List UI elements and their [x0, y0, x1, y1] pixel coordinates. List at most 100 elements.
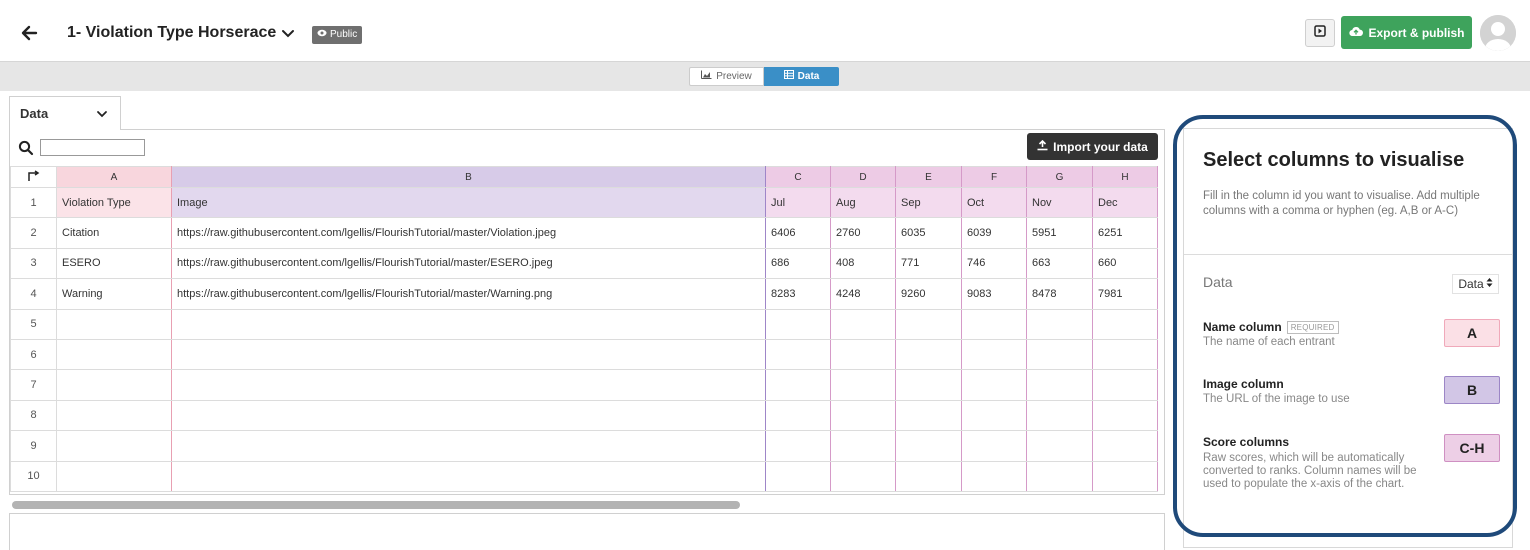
row-number[interactable]: 3 [10, 247, 57, 280]
column-name-cell[interactable]: Aug [830, 186, 896, 219]
table-cell[interactable] [1026, 430, 1093, 462]
row-number[interactable]: 4 [10, 278, 57, 310]
column-name-cell[interactable]: Image [171, 186, 766, 219]
table-cell[interactable]: 6035 [895, 217, 962, 249]
name-column-input[interactable]: A [1444, 319, 1500, 347]
table-cell[interactable]: 6406 [765, 217, 831, 249]
avatar[interactable] [1480, 15, 1516, 51]
table-cell[interactable] [1092, 460, 1158, 492]
chevron-down-icon[interactable] [96, 108, 108, 120]
column-letter-e[interactable]: E [895, 166, 962, 188]
table-cell[interactable] [1026, 399, 1093, 432]
table-cell[interactable] [895, 308, 962, 340]
table-cell[interactable] [895, 399, 962, 432]
table-cell[interactable] [56, 338, 172, 371]
table-cell[interactable]: 8283 [765, 278, 831, 310]
table-cell[interactable]: 9260 [895, 278, 962, 310]
table-cell[interactable]: 4248 [830, 278, 896, 310]
table-cell[interactable] [171, 399, 766, 432]
column-letter-c[interactable]: C [765, 166, 831, 188]
table-cell[interactable]: https://raw.githubusercontent.com/lgelli… [171, 278, 766, 310]
column-name-cell[interactable]: Dec [1092, 186, 1158, 219]
table-cell[interactable]: 6039 [961, 217, 1027, 249]
table-cell[interactable] [1092, 430, 1158, 462]
search-input[interactable] [40, 139, 145, 156]
table-cell[interactable] [171, 338, 766, 371]
table-cell[interactable] [895, 369, 962, 401]
table-cell[interactable] [56, 369, 172, 401]
row-number[interactable]: 5 [10, 308, 57, 340]
table-cell[interactable] [56, 308, 172, 340]
table-cell[interactable] [895, 338, 962, 371]
table-cell[interactable]: 7981 [1092, 278, 1158, 310]
horizontal-scrollbar[interactable] [10, 499, 1164, 511]
table-cell[interactable] [171, 430, 766, 462]
table-cell[interactable] [171, 308, 766, 340]
table-cell[interactable] [765, 369, 831, 401]
table-cell[interactable] [765, 430, 831, 462]
column-letter-b[interactable]: B [171, 166, 766, 188]
table-cell[interactable]: Citation [56, 217, 172, 249]
table-cell[interactable]: 5951 [1026, 217, 1093, 249]
column-name-cell[interactable]: Sep [895, 186, 962, 219]
table-cell[interactable]: https://raw.githubusercontent.com/lgelli… [171, 217, 766, 249]
row-number[interactable]: 8 [10, 399, 57, 432]
export-publish-button[interactable]: Export & publish [1341, 16, 1472, 49]
sheet-select[interactable]: Data [1452, 274, 1499, 294]
table-cell[interactable] [895, 430, 962, 462]
image-column-input[interactable]: B [1444, 376, 1500, 404]
table-cell[interactable]: 9083 [961, 278, 1027, 310]
column-name-cell[interactable]: Oct [961, 186, 1027, 219]
table-cell[interactable] [765, 338, 831, 371]
table-cell[interactable] [765, 308, 831, 340]
column-letter-h[interactable]: H [1092, 166, 1158, 188]
table-cell[interactable] [1092, 338, 1158, 371]
table-cell[interactable] [56, 430, 172, 462]
table-cell[interactable]: 408 [830, 247, 896, 280]
table-cell[interactable]: 746 [961, 247, 1027, 280]
column-name-cell[interactable]: Jul [765, 186, 831, 219]
presentation-mode-button[interactable] [1305, 19, 1335, 47]
table-cell[interactable]: 771 [895, 247, 962, 280]
column-letter-a[interactable]: A [56, 166, 172, 188]
column-letter-d[interactable]: D [830, 166, 896, 188]
table-cell[interactable] [830, 430, 896, 462]
table-cell[interactable]: 663 [1026, 247, 1093, 280]
table-cell[interactable] [830, 308, 896, 340]
table-cell[interactable]: 2760 [830, 217, 896, 249]
table-cell[interactable] [1026, 308, 1093, 340]
row-number[interactable]: 10 [10, 460, 57, 492]
table-cell[interactable]: https://raw.githubusercontent.com/lgelli… [171, 247, 766, 280]
table-cell[interactable] [961, 369, 1027, 401]
table-cell[interactable]: 6251 [1092, 217, 1158, 249]
table-cell[interactable] [1092, 369, 1158, 401]
table-cell[interactable]: 660 [1092, 247, 1158, 280]
row-number[interactable]: 7 [10, 369, 57, 401]
table-cell[interactable] [1026, 369, 1093, 401]
table-cell[interactable] [171, 369, 766, 401]
column-letter-g[interactable]: G [1026, 166, 1093, 188]
table-cell[interactable] [961, 430, 1027, 462]
table-cell[interactable] [765, 460, 831, 492]
table-cell[interactable] [961, 338, 1027, 371]
column-name-cell[interactable]: Violation Type [56, 186, 172, 219]
table-cell[interactable] [961, 399, 1027, 432]
row-number[interactable]: 9 [10, 430, 57, 462]
table-cell[interactable] [961, 460, 1027, 492]
table-cell[interactable] [56, 399, 172, 432]
table-cell[interactable] [830, 460, 896, 492]
table-cell[interactable] [1026, 460, 1093, 492]
row-number[interactable]: 1 [10, 186, 57, 219]
table-cell[interactable]: 8478 [1026, 278, 1093, 310]
table-cell[interactable]: 686 [765, 247, 831, 280]
preview-tab[interactable]: Preview [689, 67, 764, 86]
table-cell[interactable] [830, 399, 896, 432]
row-number[interactable]: 2 [10, 217, 57, 249]
table-cell[interactable] [765, 399, 831, 432]
back-arrow-icon[interactable] [18, 22, 40, 44]
table-cell[interactable] [830, 338, 896, 371]
table-cell[interactable] [1092, 399, 1158, 432]
table-cell[interactable] [895, 460, 962, 492]
table-cell[interactable]: ESERO [56, 247, 172, 280]
table-cell[interactable] [1092, 308, 1158, 340]
